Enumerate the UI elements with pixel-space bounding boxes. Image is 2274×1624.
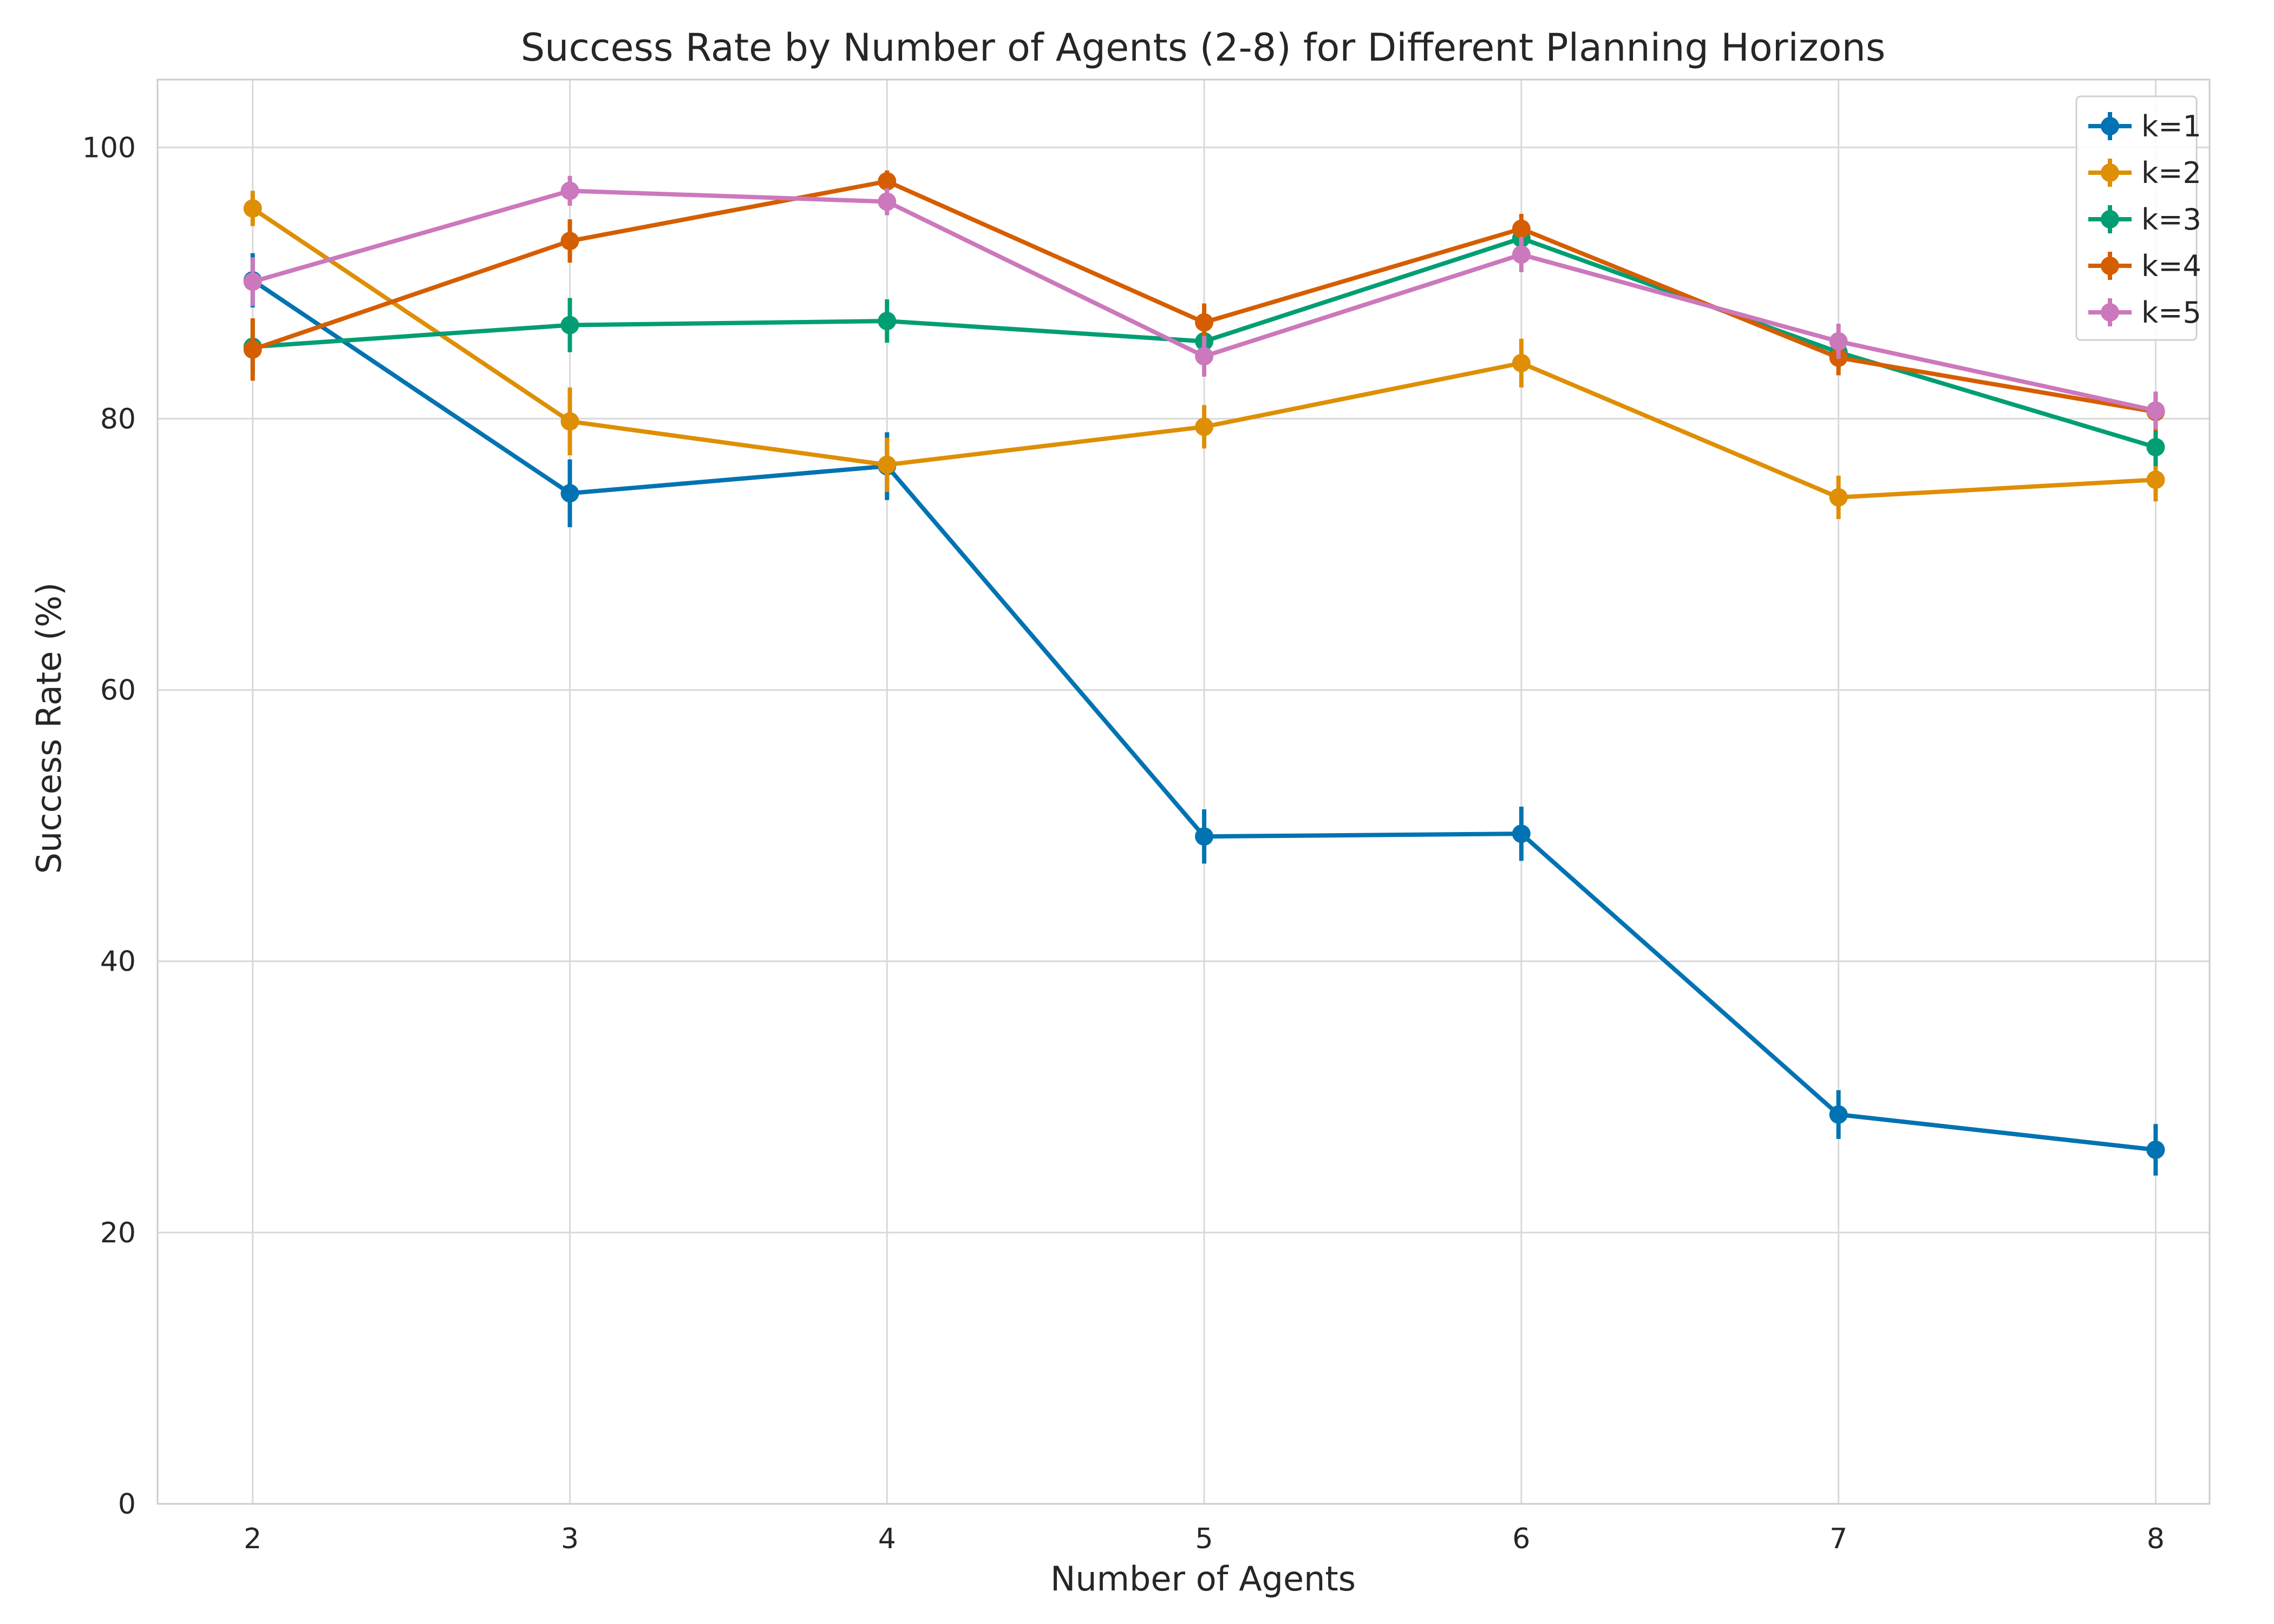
data-point — [1195, 417, 1214, 436]
legend-marker — [2101, 163, 2119, 182]
x-tick-label: 7 — [1829, 1523, 1847, 1555]
legend-box — [2075, 95, 2198, 341]
y-tick-label: 80 — [100, 403, 136, 435]
legend-item: k=4 — [2088, 249, 2201, 283]
y-axis-label: Success Rate (%) — [29, 582, 69, 874]
plot-area — [158, 80, 2210, 1504]
chart-title: Success Rate by Number of Agents (2-8) f… — [521, 25, 1886, 70]
series-layer — [243, 170, 2165, 1176]
data-point — [2146, 438, 2165, 457]
data-point — [1829, 332, 1848, 351]
legend-marker — [2101, 210, 2119, 228]
data-point — [1512, 219, 1531, 238]
legend-marker — [2101, 257, 2119, 275]
plot-frame — [156, 78, 2211, 1505]
data-point — [878, 172, 897, 191]
data-point — [1829, 1105, 1848, 1124]
y-tick-label: 20 — [100, 1217, 136, 1249]
data-point — [243, 272, 262, 291]
data-point — [560, 181, 579, 200]
legend-item: k=1 — [2088, 109, 2201, 143]
x-tick-label: 2 — [244, 1523, 262, 1555]
data-point — [878, 455, 897, 474]
y-tick-label: 60 — [100, 675, 136, 707]
legend-label: k=4 — [2141, 249, 2201, 283]
x-tick-labels: 2 3 4 5 6 7 8 — [244, 1523, 2165, 1555]
data-point — [1829, 488, 1848, 507]
data-point — [878, 192, 897, 211]
legend-label: k=3 — [2141, 202, 2201, 237]
data-point — [560, 316, 579, 335]
legend-item: k=2 — [2088, 156, 2201, 190]
legend-item: k=3 — [2088, 202, 2201, 237]
data-point — [878, 312, 897, 331]
y-tick-labels: 0 20 40 60 80 100 — [82, 132, 136, 1521]
data-point — [1195, 827, 1214, 846]
legend-label: k=1 — [2141, 109, 2201, 143]
y-tick-label: 0 — [118, 1488, 136, 1521]
x-tick-label: 4 — [878, 1523, 896, 1555]
data-point — [1195, 313, 1214, 332]
legend-label: k=2 — [2141, 156, 2201, 190]
data-point — [2146, 470, 2165, 489]
x-tick-label: 5 — [1195, 1523, 1213, 1555]
grid — [158, 80, 2210, 1505]
data-point — [1512, 245, 1531, 264]
data-point — [2146, 1141, 2165, 1160]
x-tick-label: 3 — [561, 1523, 579, 1555]
data-point — [1512, 824, 1531, 843]
legend-marker — [2101, 303, 2119, 322]
legend-marker — [2101, 117, 2119, 135]
y-tick-label: 40 — [100, 946, 136, 978]
y-tick-label: 100 — [82, 132, 136, 164]
series-5 — [243, 175, 2165, 430]
data-point — [560, 412, 579, 431]
data-point — [243, 340, 262, 359]
data-point — [2146, 401, 2165, 420]
legend: k=1 k=2 k=3 k=4 k=5 — [2075, 95, 2201, 341]
x-axis-label: Number of Agents — [1050, 1559, 1356, 1599]
legend-item: k=5 — [2088, 296, 2201, 330]
data-point — [560, 232, 579, 251]
x-tick-label: 8 — [2147, 1523, 2165, 1555]
data-point — [560, 484, 579, 503]
legend-label: k=5 — [2141, 296, 2201, 330]
data-point — [243, 199, 262, 218]
data-point — [1195, 347, 1214, 366]
x-tick-label: 6 — [1512, 1523, 1530, 1555]
data-point — [1512, 353, 1531, 372]
